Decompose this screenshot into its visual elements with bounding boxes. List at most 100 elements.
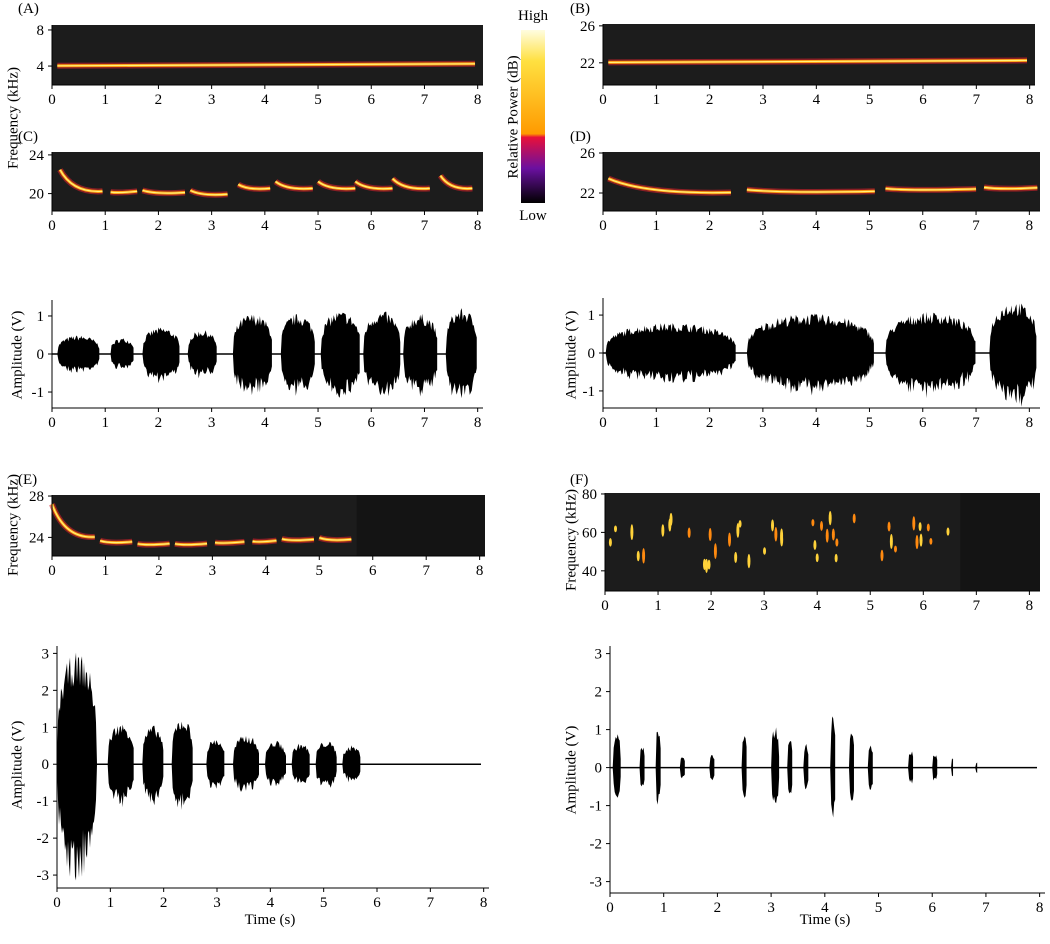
waveform-burst <box>142 327 180 384</box>
x-tick-label: 7 <box>427 895 435 911</box>
spectrogram-trace-core <box>983 186 1038 190</box>
waveform-burst <box>639 747 645 787</box>
x-tick-label: 3 <box>759 415 767 431</box>
spectrogram-blob <box>713 543 717 559</box>
waveform-burst <box>232 314 272 396</box>
panel-label: (E) <box>18 472 37 488</box>
x-tick-label: 5 <box>866 92 874 108</box>
waveform-burst <box>612 734 621 798</box>
x-tick-label: 1 <box>101 415 109 431</box>
panel: 0 1 2 3 4 5 6 7 8 -3 -2 -1 0 1 2 3 Amplitude (V) <box>563 646 1045 916</box>
panel: 0 1 2 3 4 5 6 7 8 20 24 (C) <box>18 129 483 234</box>
panel-label: (A) <box>18 1 39 17</box>
y-tick-label: 40 <box>582 564 597 580</box>
x-tick-label: 0 <box>599 218 607 234</box>
spectrogram-blob <box>738 520 742 528</box>
x-tick-label: 7 <box>972 218 980 234</box>
x-tick-label: 6 <box>919 92 927 108</box>
x-tick-label: 3 <box>767 900 775 916</box>
x-tick-label: 1 <box>102 563 110 579</box>
waveform-burst <box>787 741 793 794</box>
x-tick-label: 6 <box>920 598 928 614</box>
panel: 0 1 2 3 4 5 6 7 8 22 26(D) <box>570 129 1040 234</box>
x-tick-label: 7 <box>421 92 429 108</box>
y-tick-label: -1 <box>583 384 596 400</box>
spectrogram-blob <box>852 513 856 524</box>
spectrogram-trace-core <box>252 539 277 543</box>
waveform-burst <box>206 740 225 789</box>
spectrogram-blob <box>946 527 950 536</box>
spectrogram-background <box>603 24 1035 85</box>
spectrogram-blob <box>915 535 919 550</box>
waveform-burst <box>605 323 736 383</box>
y-tick-label: -1 <box>32 385 45 401</box>
waveform-burst <box>709 755 715 781</box>
x-tick-label: 5 <box>866 598 874 614</box>
spectrogram-blob <box>813 540 817 550</box>
x-tick-label: 3 <box>759 218 767 234</box>
x-tick-label: 6 <box>369 563 377 579</box>
panel: 0 1 2 3 4 5 6 7 8 24 28(E)Frequency (kHz) <box>5 472 485 579</box>
spectrogram-trace-core <box>57 63 476 67</box>
spectrogram-blob <box>835 538 839 547</box>
spectrogram-blob <box>825 528 829 543</box>
waveform-burst <box>989 303 1037 407</box>
spectrogram-trace-core <box>174 543 208 546</box>
spectrogram-trace-core <box>281 538 314 541</box>
spectrogram-blob <box>887 521 891 532</box>
x-tick-label: 3 <box>759 92 767 108</box>
x-tick-label: 2 <box>155 92 163 108</box>
panel: 0 1 2 3 4 5 6 7 8 22 26 (B) <box>570 1 1035 108</box>
y-tick-label: -3 <box>590 875 603 891</box>
x-tick-label: 4 <box>813 92 821 108</box>
spectrogram-trace-core <box>190 189 228 196</box>
y-tick-label: -1 <box>37 794 50 810</box>
y-tick-label: 26 <box>580 146 596 162</box>
x-tick-label: 6 <box>368 218 376 234</box>
x-tick-label: 4 <box>261 92 269 108</box>
waveform-burst <box>57 335 100 373</box>
spectrogram-trace-core <box>317 181 356 190</box>
waveform-burst <box>315 741 337 788</box>
x-tick-label: 0 <box>48 218 56 234</box>
spectrogram-blob <box>747 554 751 569</box>
y-axis-label: Amplitude (V) <box>563 726 579 815</box>
spectrogram-blob <box>728 532 732 547</box>
x-tick-label: 5 <box>316 563 324 579</box>
x-tick-label: 0 <box>48 415 56 431</box>
x-tick-label: 6 <box>373 895 381 911</box>
waveform-burst <box>142 725 164 806</box>
waveform-burst <box>233 736 259 792</box>
x-tick-label: 4 <box>812 415 820 431</box>
y-tick-label: 26 <box>580 19 596 35</box>
spectrogram-trace-core <box>392 178 430 190</box>
spectrogram-blob <box>702 558 706 570</box>
x-tick-label: 7 <box>973 598 981 614</box>
waveform-burst <box>867 745 873 790</box>
x-tick-label: 5 <box>320 895 328 911</box>
spectrogram-blob <box>642 548 646 564</box>
x-tick-label: 5 <box>314 92 322 108</box>
spectrogram-blob <box>734 551 738 563</box>
waveform-burst <box>342 745 361 783</box>
x-tick-label: 0 <box>48 563 56 579</box>
y-tick-label: 1 <box>588 308 596 324</box>
waveform-burst <box>107 724 134 808</box>
y-tick-label: 22 <box>580 56 595 72</box>
spectrogram-trace-core <box>142 189 186 194</box>
spectrogram-blob <box>926 523 930 532</box>
spectrogram-blob <box>661 524 665 537</box>
spectrogram-trace-core <box>99 540 133 544</box>
spectrogram-blob <box>771 519 775 532</box>
waveform-burst <box>746 313 874 396</box>
x-tick-label: 5 <box>314 415 322 431</box>
x-tick-label: 1 <box>107 895 115 911</box>
x-tick-label: 6 <box>928 900 936 916</box>
y-tick-label: 22 <box>580 186 595 202</box>
x-tick-label: 4 <box>821 900 829 916</box>
waveform-burst <box>803 743 809 790</box>
y-axis-label: Amplitude (V) <box>9 721 25 810</box>
y-tick-label: 60 <box>582 525 597 541</box>
waveform-burst <box>885 311 976 399</box>
